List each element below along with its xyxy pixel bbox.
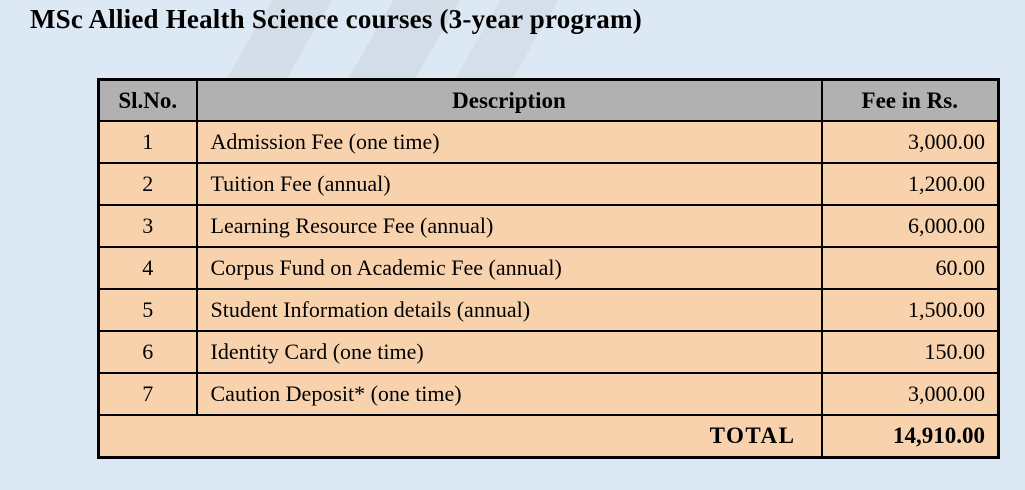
- fee-table: Sl.No. Description Fee in Rs. 1 Admissio…: [97, 78, 1000, 459]
- cell-slno: 6: [97, 330, 198, 374]
- cell-description: Learning Resource Fee (annual): [195, 204, 823, 248]
- cell-slno: 2: [97, 162, 198, 206]
- cell-slno: 7: [97, 372, 198, 416]
- cell-description: Tuition Fee (annual): [195, 162, 823, 206]
- table-header-row: Sl.No. Description Fee in Rs.: [97, 78, 1000, 122]
- cell-description: Student Information details (annual): [195, 288, 823, 332]
- cell-fee: 1,200.00: [820, 162, 1000, 206]
- cell-description: Caution Deposit* (one time): [195, 372, 823, 416]
- cell-slno: 1: [97, 120, 198, 164]
- cell-fee: 3,000.00: [820, 120, 1000, 164]
- cell-fee: 6,000.00: [820, 204, 1000, 248]
- cell-description: Corpus Fund on Academic Fee (annual): [195, 246, 823, 290]
- col-header-fee: Fee in Rs.: [820, 78, 1000, 122]
- table-row: 1 Admission Fee (one time) 3,000.00: [97, 120, 1000, 164]
- cell-slno: 3: [97, 204, 198, 248]
- cell-slno: 4: [97, 246, 198, 290]
- table-total-row: TOTAL 14,910.00: [97, 414, 1000, 459]
- col-header-slno: Sl.No.: [97, 78, 198, 122]
- total-value-cell: 14,910.00: [820, 414, 1000, 459]
- cell-description: Admission Fee (one time): [195, 120, 823, 164]
- cell-fee: 1,500.00: [820, 288, 1000, 332]
- page-title: MSc Allied Health Science courses (3-yea…: [30, 4, 642, 34]
- cell-slno: 5: [97, 288, 198, 332]
- col-header-description: Description: [195, 78, 823, 122]
- table-row: 2 Tuition Fee (annual) 1,200.00: [97, 162, 1000, 206]
- cell-fee: 3,000.00: [820, 372, 1000, 416]
- table-row: 7 Caution Deposit* (one time) 3,000.00: [97, 372, 1000, 416]
- total-label-cell: TOTAL: [97, 414, 823, 459]
- table-row: 5 Student Information details (annual) 1…: [97, 288, 1000, 332]
- table-row: 6 Identity Card (one time) 150.00: [97, 330, 1000, 374]
- cell-description: Identity Card (one time): [195, 330, 823, 374]
- table-row: 4 Corpus Fund on Academic Fee (annual) 6…: [97, 246, 1000, 290]
- cell-fee: 150.00: [820, 330, 1000, 374]
- table-row: 3 Learning Resource Fee (annual) 6,000.0…: [97, 204, 1000, 248]
- cell-fee: 60.00: [820, 246, 1000, 290]
